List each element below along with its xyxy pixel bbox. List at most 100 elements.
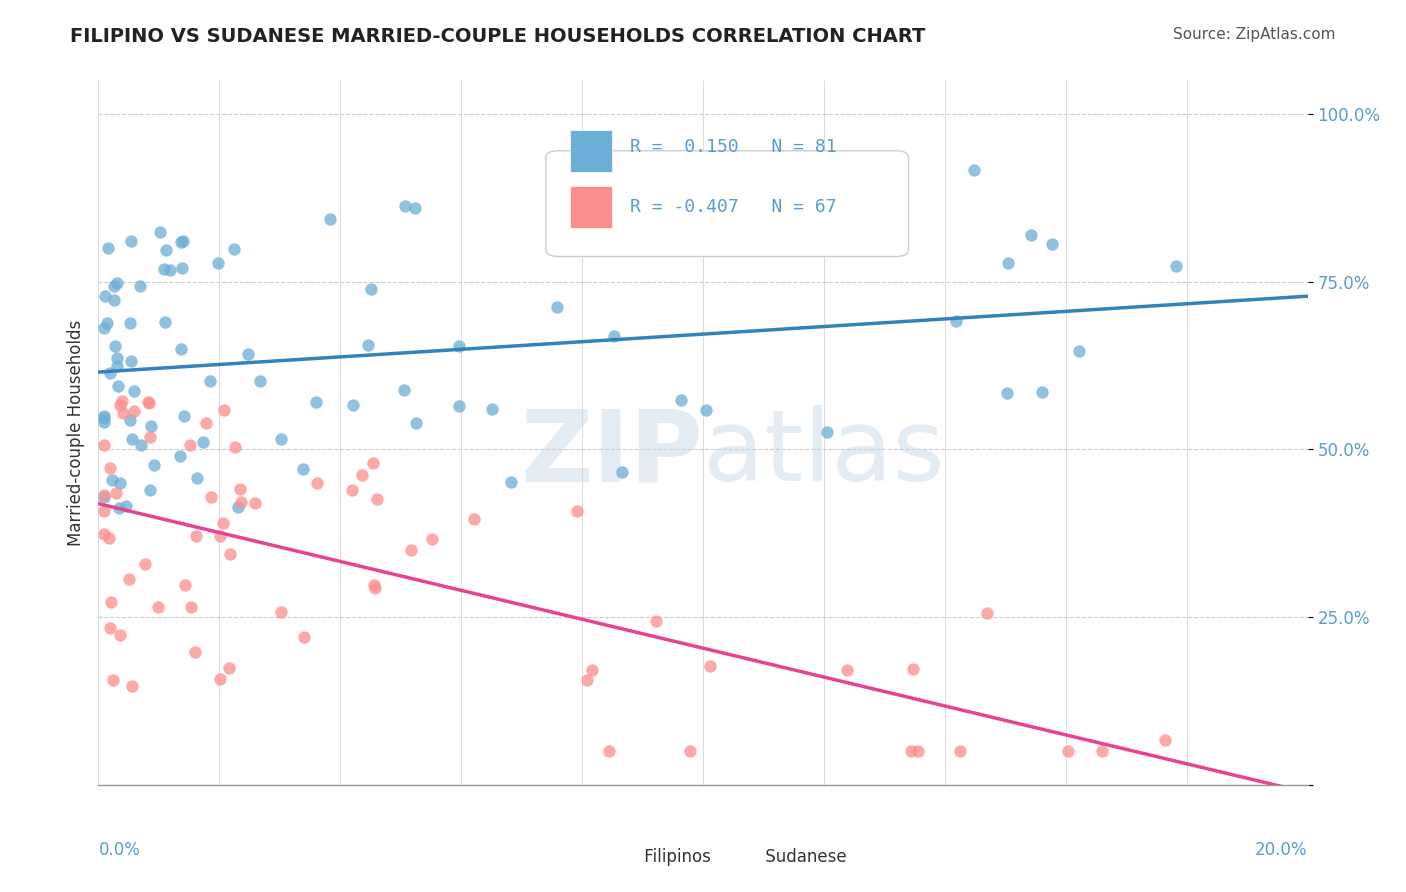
Point — [610, 465, 633, 479]
Point — [671, 202, 693, 217]
Point — [463, 512, 485, 526]
Text: Source: ZipAtlas.com: Source: ZipAtlas.com — [1173, 27, 1336, 42]
Point — [198, 374, 221, 388]
Point — [121, 679, 143, 693]
Point — [105, 359, 128, 374]
Point — [995, 386, 1018, 401]
Point — [114, 499, 136, 513]
Point — [565, 504, 588, 518]
Point — [180, 600, 202, 615]
Point — [134, 558, 156, 572]
Point — [363, 457, 385, 471]
Text: 20.0%: 20.0% — [1256, 841, 1308, 859]
Point — [207, 256, 229, 270]
Point — [100, 595, 122, 609]
Point — [98, 621, 121, 635]
Point — [101, 673, 124, 687]
Text: ZIP: ZIP — [520, 405, 703, 502]
Point — [238, 347, 260, 361]
Point — [399, 543, 422, 558]
Point — [1067, 344, 1090, 359]
Point — [121, 433, 143, 447]
Point — [118, 316, 141, 330]
Point — [139, 419, 162, 434]
Bar — [595, 827, 624, 859]
Point — [186, 471, 208, 485]
Point — [142, 458, 165, 472]
Point — [108, 628, 131, 642]
Point — [576, 673, 599, 687]
Point — [208, 529, 231, 543]
Point — [1031, 385, 1053, 400]
Point — [174, 578, 197, 592]
Point — [907, 744, 929, 758]
Point — [699, 658, 721, 673]
Point — [120, 234, 142, 248]
Point — [93, 504, 115, 518]
Point — [405, 416, 427, 430]
Point — [93, 415, 115, 429]
Point — [501, 475, 523, 490]
Point — [103, 279, 125, 293]
Point — [1091, 744, 1114, 758]
Point — [404, 201, 426, 215]
Point — [900, 744, 922, 758]
Point — [122, 384, 145, 398]
Point — [449, 399, 471, 413]
Point — [138, 395, 160, 409]
Point — [229, 482, 252, 496]
Point — [598, 744, 620, 758]
Point — [138, 483, 160, 498]
Point — [208, 672, 231, 686]
Point — [669, 392, 692, 407]
Point — [945, 314, 967, 328]
Point — [195, 416, 218, 430]
Point — [93, 526, 115, 541]
Point — [183, 645, 205, 659]
Point — [93, 409, 115, 424]
Point — [291, 462, 314, 476]
Point — [270, 605, 292, 619]
Point — [226, 500, 249, 514]
Point — [108, 398, 131, 412]
Point — [159, 262, 181, 277]
Point — [546, 300, 568, 314]
Point — [173, 409, 195, 423]
Text: Filipinos: Filipinos — [619, 848, 711, 866]
Point — [153, 314, 176, 328]
Point — [107, 500, 129, 515]
Point — [107, 379, 129, 393]
Text: atlas: atlas — [703, 405, 945, 502]
Point — [997, 256, 1019, 270]
Point — [305, 476, 328, 491]
Point — [222, 242, 245, 256]
Text: R =  0.150   N = 81: R = 0.150 N = 81 — [630, 138, 837, 156]
Point — [105, 276, 128, 290]
Text: Sudanese: Sudanese — [740, 848, 846, 866]
Point — [93, 411, 115, 425]
Point — [949, 744, 972, 758]
Point — [101, 473, 124, 487]
Point — [249, 375, 271, 389]
Point — [104, 339, 127, 353]
Point — [153, 261, 176, 276]
Point — [420, 532, 443, 546]
Point — [103, 293, 125, 308]
Point — [120, 354, 142, 368]
Point — [679, 744, 702, 758]
Point — [318, 211, 340, 226]
Point — [1057, 744, 1080, 758]
FancyBboxPatch shape — [546, 151, 908, 257]
Point — [481, 401, 503, 416]
Point — [93, 321, 115, 335]
Point — [224, 440, 246, 454]
Bar — [569, 129, 613, 172]
Point — [352, 468, 374, 483]
Bar — [721, 827, 751, 859]
Point — [212, 403, 235, 417]
Point — [219, 547, 242, 561]
Point — [149, 225, 172, 239]
Point — [98, 461, 121, 475]
Point — [366, 491, 388, 506]
Y-axis label: Married-couple Households: Married-couple Households — [66, 319, 84, 546]
